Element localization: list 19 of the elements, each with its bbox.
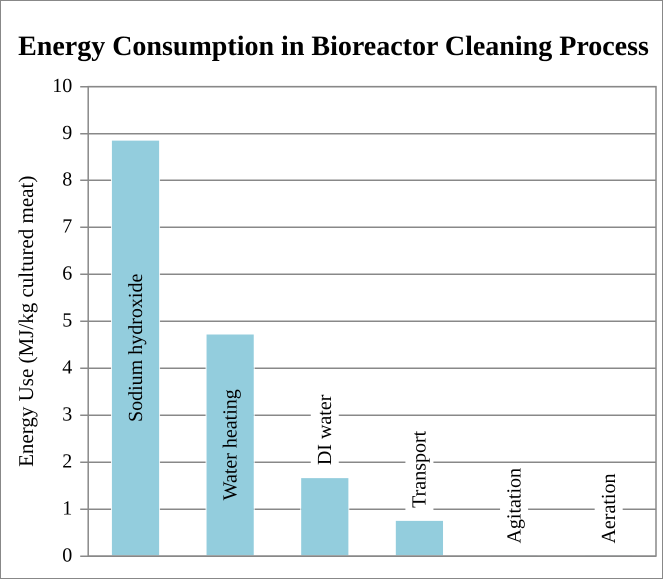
x-tick-label: Transport	[408, 430, 431, 508]
x-tick-label: Agitation	[503, 468, 526, 544]
y-tick-label: 1	[62, 497, 72, 520]
y-tick-label: 4	[62, 356, 72, 378]
x-tick-label: Sodium hydroxide	[124, 274, 147, 422]
y-tick-label: 10	[52, 74, 72, 97]
x-tick-label: Aeration	[598, 474, 620, 544]
y-tick-label: 8	[62, 168, 72, 191]
y-tick-label: 2	[62, 450, 72, 472]
y-tick-label: 6	[62, 262, 72, 285]
x-tick-label: Water heating	[219, 389, 242, 500]
y-tick-label: 5	[62, 310, 72, 332]
chart-title: Energy Consumption in Bioreactor Cleaning Process	[18, 31, 649, 62]
y-tick-label: 3	[62, 403, 72, 426]
x-tick-label: DI water	[314, 394, 336, 466]
y-tick-label: 7	[62, 216, 72, 238]
y-axis-title: Energy Use (MJ/kg cultured meat)	[14, 176, 38, 467]
y-tick-label: 0	[62, 544, 72, 566]
y-tick-label: 9	[62, 122, 72, 144]
